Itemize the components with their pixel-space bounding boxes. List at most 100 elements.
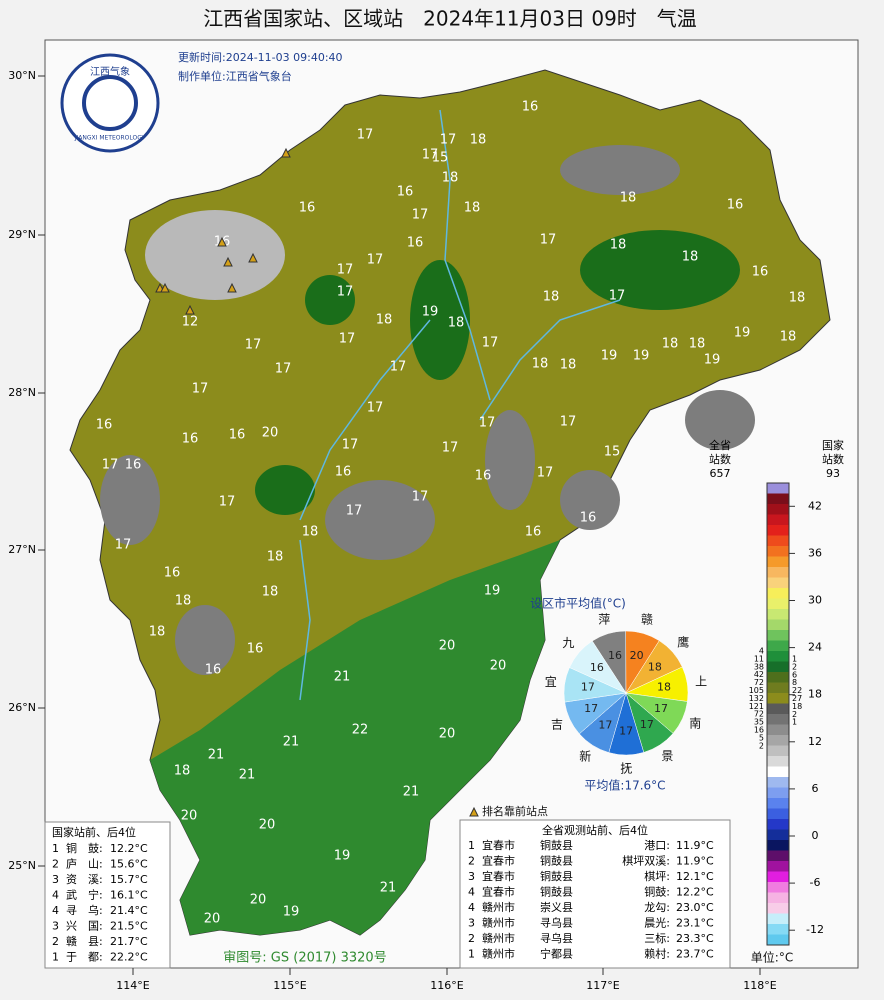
national-count: 18 xyxy=(792,702,802,711)
station-temp: 17 xyxy=(245,338,262,353)
national-rank-cell: 15.6°C xyxy=(110,858,148,871)
colorbar-cell xyxy=(767,850,789,862)
lon-label: 116°E xyxy=(430,979,463,992)
station-temp: 16 xyxy=(299,201,316,216)
colorbar-cell xyxy=(767,546,789,557)
colorbar-cell xyxy=(767,640,789,652)
marker-legend: 排名靠前站点 xyxy=(482,804,548,818)
station-temp: 18 xyxy=(610,238,627,253)
colorbar-label: 30 xyxy=(808,594,822,607)
station-temp: 15 xyxy=(432,151,449,166)
all-count: 11 xyxy=(754,654,764,663)
all-rank-cell: 棋坪双溪: xyxy=(622,854,670,868)
colorbar-label: -6 xyxy=(810,876,821,889)
station-temp: 17 xyxy=(422,148,439,163)
station-temp: 17 xyxy=(339,332,356,347)
station-temp: 19 xyxy=(283,905,300,920)
colorbar-cell xyxy=(767,861,789,872)
pie-value: 17 xyxy=(619,724,633,737)
national-rank-title: 国家站前、后4位 xyxy=(52,825,136,839)
lon-label: 118°E xyxy=(743,979,776,992)
station-temp: 16 xyxy=(752,265,769,280)
station-temp: 17 xyxy=(337,263,354,278)
national-rank-cell: 15.7°C xyxy=(110,873,148,886)
station-temp: 16 xyxy=(335,465,352,480)
station-temp: 16 xyxy=(407,236,424,251)
station-temp: 17 xyxy=(102,458,119,473)
station-temp: 17 xyxy=(482,336,499,351)
colorbar-cell xyxy=(767,829,789,841)
station-temp: 18 xyxy=(442,171,459,186)
national-count: 8 xyxy=(792,678,797,687)
all-rank-cell: 龙勾: xyxy=(644,901,670,914)
station-temp: 16 xyxy=(229,428,246,443)
all-count: 35 xyxy=(754,718,764,727)
all-rank-cell: 23.3°C xyxy=(676,932,714,945)
pie-value: 18 xyxy=(657,680,671,693)
pie-value: 17 xyxy=(584,702,598,715)
all-rank-cell: 12.1°C xyxy=(676,870,714,883)
all-rank-cell: 铜鼓县 xyxy=(540,869,573,883)
station-temp: 16 xyxy=(247,642,264,657)
rivers xyxy=(299,109,621,701)
top-station-marker xyxy=(160,282,170,293)
colorbar-label: -12 xyxy=(806,923,824,936)
colorbar-cell xyxy=(767,493,789,505)
station-temp: 21 xyxy=(380,881,397,896)
all-rank-cell: 三标: xyxy=(644,931,670,945)
national-count: 2 xyxy=(792,662,797,671)
lon-label: 115°E xyxy=(273,979,306,992)
colorbar-cell xyxy=(767,630,789,641)
colorbar-cell xyxy=(767,525,789,536)
all-rank-cell: 1 xyxy=(468,839,475,852)
colorbar-cell xyxy=(767,514,789,526)
national-rank-cell: 2 xyxy=(52,858,59,871)
colorbar-label: 36 xyxy=(808,546,822,559)
station-temp: 18 xyxy=(532,357,549,372)
colorbar-cell xyxy=(767,609,789,620)
station-temp: 16 xyxy=(397,185,414,200)
pie-city: 抚 xyxy=(620,761,632,775)
logo: 江西气象 JIANGXI METEOROLOGY xyxy=(60,53,160,153)
all-rank-cell: 23.7°C xyxy=(676,948,714,961)
top-station-marker xyxy=(227,282,237,293)
all-count: 105 xyxy=(749,686,764,695)
all-rank-cell: 1 xyxy=(468,948,475,961)
title: 江西省国家站、区域站 2024年11月03日 09时 气温 xyxy=(203,7,697,31)
station-temp: 16 xyxy=(96,418,113,433)
colorbar-cell xyxy=(767,745,789,757)
pie-city: 南 xyxy=(689,716,701,731)
national-count: 22 xyxy=(792,686,802,695)
station-temp: 18 xyxy=(560,358,577,373)
cool-zones xyxy=(100,145,755,675)
station-temp: 17 xyxy=(412,208,429,223)
colorbar-cell xyxy=(767,556,789,568)
station-temp: 16 xyxy=(522,100,539,115)
all-count: 4 xyxy=(759,647,764,656)
colorbar-cell xyxy=(767,682,789,694)
station-temp: 20 xyxy=(204,912,221,927)
national-rank-cell: 铜 鼓: xyxy=(66,841,103,855)
all-rank-cell: 11.9°C xyxy=(676,855,714,868)
colorbar-label: 0 xyxy=(812,829,819,842)
lat-label: 29°N xyxy=(8,228,36,241)
colorbar-label: 42 xyxy=(808,499,822,512)
station-temp: 20 xyxy=(439,727,456,742)
station-temp: 21 xyxy=(403,785,420,800)
station-temp: 16 xyxy=(125,458,142,473)
station-temp: 17 xyxy=(357,128,374,143)
colorbar-cell xyxy=(767,651,789,662)
station-temp: 18 xyxy=(543,290,560,305)
station-temp: 17 xyxy=(560,415,577,430)
colorbar-cell xyxy=(767,787,789,799)
colorbar-cell xyxy=(767,892,789,904)
national-count: 27 xyxy=(792,694,802,703)
colorbar-unit: 单位:°C xyxy=(751,950,793,965)
all-rank-cell: 崇义县 xyxy=(540,901,573,914)
all-rank-cell: 寻乌县 xyxy=(540,916,573,930)
colorbar-label: 18 xyxy=(808,688,822,701)
national-rank-cell: 12.2°C xyxy=(110,842,148,855)
station-temp: 17 xyxy=(412,490,429,505)
pie-city: 赣 xyxy=(641,612,653,626)
national-rank-cell: 1 xyxy=(52,842,59,855)
